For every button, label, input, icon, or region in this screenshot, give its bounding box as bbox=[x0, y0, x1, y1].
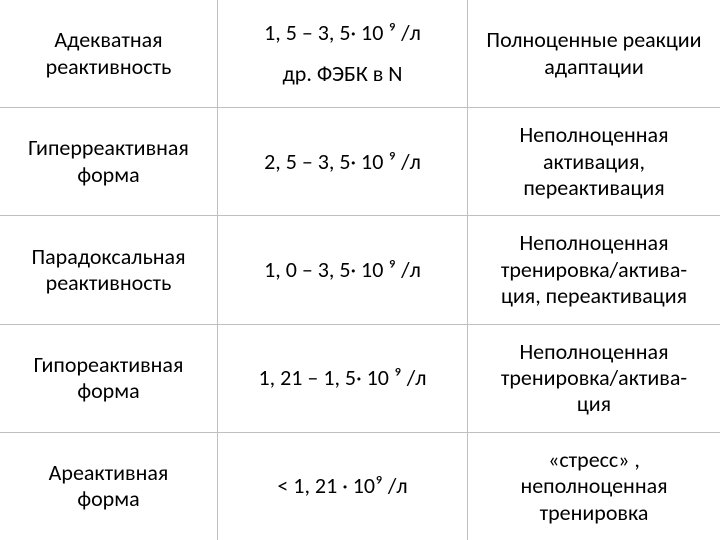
cell-range: < 1, 21 · 10⁹ /л bbox=[218, 433, 468, 540]
text-line: Гипореактивная bbox=[34, 352, 184, 378]
table-row: Гиперреактивная форма 2, 5 – 3, 5· 10 ⁹ … bbox=[0, 108, 720, 216]
cell-form: Гиперреактивная форма bbox=[0, 108, 218, 215]
text-line: тренировка/актива- bbox=[501, 257, 687, 283]
table-row: Парадоксальная реактивность 1, 0 – 3, 5·… bbox=[0, 216, 720, 324]
table-row: Адекватная реактивность 1, 5 – 3, 5· 10 … bbox=[0, 0, 720, 108]
cell-range: 1, 5 – 3, 5· 10 ⁹ /л др. ФЭБК в N bbox=[218, 0, 468, 107]
reactivity-table: Адекватная реактивность 1, 5 – 3, 5· 10 … bbox=[0, 0, 720, 540]
text-line: 1, 5 – 3, 5· 10 ⁹ /л bbox=[264, 20, 421, 46]
table-row: Ареактивная форма < 1, 21 · 10⁹ /л «стре… bbox=[0, 433, 720, 540]
text-line: < 1, 21 · 10⁹ /л bbox=[277, 473, 407, 499]
text-line: форма bbox=[77, 486, 139, 512]
text-line: ция, переактивация bbox=[501, 283, 687, 309]
text-line: Ареактивная bbox=[49, 460, 169, 486]
cell-form: Гипореактивная форма bbox=[0, 325, 218, 432]
text-line: Адекватная bbox=[54, 27, 162, 53]
cell-reaction: Полноценные реакции адаптации bbox=[468, 0, 720, 107]
text-line: тренировка bbox=[540, 500, 649, 526]
table-row: Гипореактивная форма 1, 21 – 1, 5· 10 ⁹ … bbox=[0, 325, 720, 433]
text-line: неполноценная bbox=[520, 473, 667, 499]
text-line: Неполноценная bbox=[519, 339, 668, 365]
text-line: 2, 5 – 3, 5· 10 ⁹ /л bbox=[264, 149, 421, 175]
cell-form: Адекватная реактивность bbox=[0, 0, 218, 107]
text-line: форма bbox=[77, 162, 139, 188]
text-line: Гиперреактивная bbox=[28, 135, 189, 161]
text-line: форма bbox=[77, 378, 139, 404]
text-line: реактивность bbox=[46, 54, 172, 80]
cell-range: 1, 21 – 1, 5· 10 ⁹ /л bbox=[218, 325, 468, 432]
text-line: др. ФЭБК в N bbox=[282, 61, 402, 87]
cell-range: 2, 5 – 3, 5· 10 ⁹ /л bbox=[218, 108, 468, 215]
text-line: адаптации bbox=[544, 54, 644, 80]
text-line: 1, 0 – 3, 5· 10 ⁹ /л bbox=[264, 257, 421, 283]
text-line: активация, bbox=[543, 149, 645, 175]
text-line: Неполноценная bbox=[519, 122, 668, 148]
cell-reaction: Неполноценная тренировка/актива- ция bbox=[468, 325, 720, 432]
text-line: Неполноценная bbox=[519, 230, 668, 256]
cell-range: 1, 0 – 3, 5· 10 ⁹ /л bbox=[218, 216, 468, 323]
cell-form: Парадоксальная реактивность bbox=[0, 216, 218, 323]
text-line: Полноценные реакции bbox=[486, 27, 701, 53]
text-line: реактивность bbox=[46, 270, 172, 296]
cell-form: Ареактивная форма bbox=[0, 433, 218, 540]
text-line: тренировка/актива- bbox=[501, 365, 687, 391]
cell-reaction: «стресс» , неполноценная тренировка bbox=[468, 433, 720, 540]
cell-reaction: Неполноценная тренировка/актива- ция, пе… bbox=[468, 216, 720, 323]
text-line: 1, 21 – 1, 5· 10 ⁹ /л bbox=[259, 365, 427, 391]
text-line: Парадоксальная bbox=[31, 244, 185, 270]
text-line: ция bbox=[577, 391, 611, 417]
text-line: «стресс» , bbox=[548, 447, 640, 473]
text-line: переактивация bbox=[523, 175, 664, 201]
cell-reaction: Неполноценная активация, переактивация bbox=[468, 108, 720, 215]
